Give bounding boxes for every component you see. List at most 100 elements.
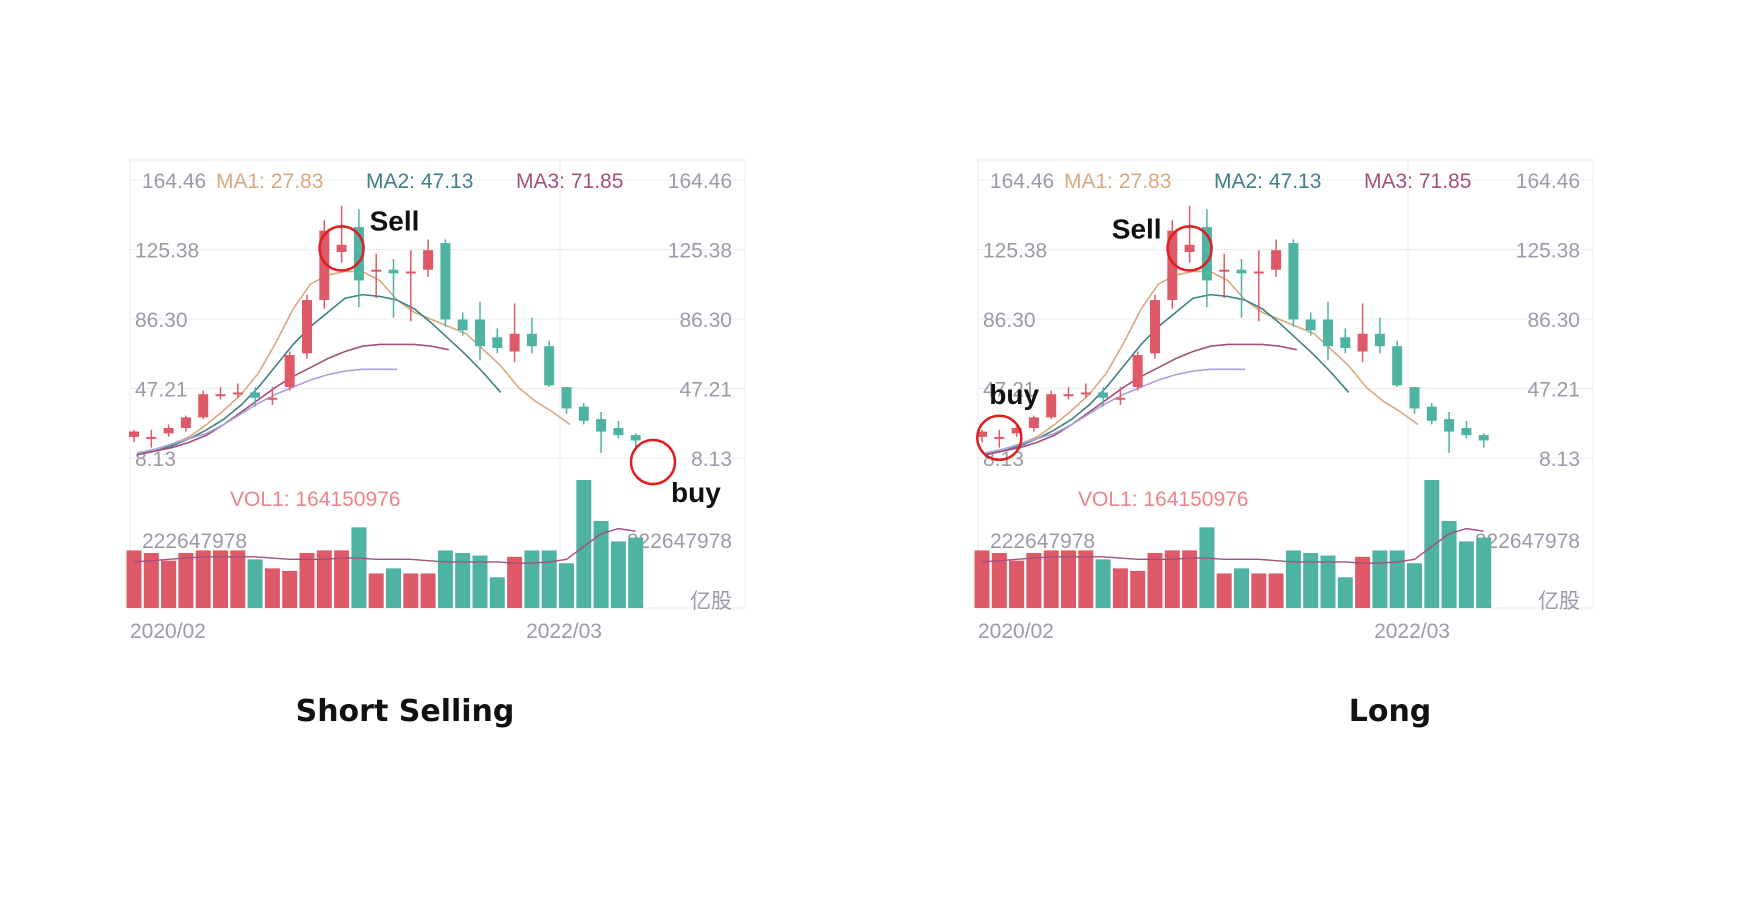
legend-ma1: MA1: 27.83 [1064, 170, 1171, 193]
marker-label-sell: Sell [370, 205, 420, 236]
candle-body [319, 230, 330, 300]
legend-top-value: 164.46 [990, 170, 1054, 193]
volume-max-label-left: 222647978 [990, 530, 1095, 553]
y-tick-label-right: 86.30 [679, 309, 732, 332]
candle-body [405, 271, 416, 274]
candle-body [284, 355, 295, 388]
candle-body [1219, 269, 1230, 272]
legend-ma2: MA2: 47.13 [366, 170, 473, 193]
volume-bar [178, 552, 194, 608]
candle-body [509, 333, 520, 352]
candle-body [1444, 419, 1455, 432]
volume-bar [1458, 541, 1474, 608]
volume-ma-line [133, 527, 636, 564]
candle-body [129, 431, 139, 437]
volume-bar [1424, 480, 1440, 608]
volume-bar [593, 520, 609, 608]
ma-line-ma1 [137, 270, 571, 456]
volume-bar [143, 552, 159, 608]
volume-bar [1199, 527, 1215, 608]
candle-body [1357, 333, 1368, 352]
y-tick-label-right: 47.21 [679, 379, 732, 402]
x-tick-label-start: 2020/02 [130, 620, 206, 643]
candle-body [526, 333, 537, 347]
volume-bar [1372, 550, 1388, 608]
legend-top-value: 164.46 [142, 170, 206, 193]
candle-body [1409, 387, 1420, 409]
legend-ma2: MA2: 47.13 [1214, 170, 1321, 193]
volume-bar [1389, 550, 1405, 608]
volume-bar [368, 573, 384, 608]
volume-bar [1043, 550, 1059, 608]
candle-body [146, 436, 157, 439]
legend-top-value-right: 164.46 [1516, 170, 1580, 193]
long-caption: Long [1348, 694, 1432, 729]
marker-label-buy: buy [989, 379, 1039, 410]
volume-bar [351, 527, 367, 608]
marker-label-buy: buy [671, 477, 721, 508]
x-tick-label-start: 2020/02 [978, 620, 1054, 643]
volume-bar [524, 550, 540, 608]
volume-bar [1095, 559, 1111, 608]
candle-body [1340, 337, 1351, 348]
candle-body [1080, 392, 1091, 395]
ma-line-ma4 [985, 368, 1245, 454]
candle-body [163, 428, 174, 434]
volume-max-label-left: 222647978 [142, 530, 247, 553]
x-tick-label-end: 2022/03 [1374, 620, 1450, 643]
candle-body [1288, 243, 1299, 320]
y-tick-label-left: 125.38 [983, 239, 1047, 262]
y-tick-label-left: 86.30 [135, 309, 188, 332]
candle-body [1478, 435, 1489, 441]
legend-ma3: MA3: 71.85 [1364, 170, 1471, 193]
volume-bar [1078, 550, 1094, 608]
candle-body [561, 387, 572, 409]
y-tick-label-right: 125.38 [668, 239, 732, 262]
volume-bar [576, 480, 592, 608]
volume-bar [1355, 556, 1371, 608]
legend-top-value-right: 164.46 [668, 170, 732, 193]
ma-line-ma2 [137, 293, 502, 456]
candle-body [267, 397, 278, 400]
volume-bar [1285, 550, 1301, 608]
volume-bar [1112, 568, 1128, 608]
candle-body [475, 319, 485, 347]
volume-bar [1026, 552, 1042, 608]
y-tick-label-right: 8.13 [691, 448, 732, 471]
volume-bar [489, 577, 505, 608]
volume-bar [1303, 552, 1319, 608]
volume-bar [1407, 563, 1422, 608]
candle-body [215, 394, 226, 397]
candle-body [492, 337, 503, 348]
volume-bar [161, 560, 177, 608]
volume-bar [1061, 550, 1076, 608]
marker-circle-buy [976, 414, 1023, 462]
ma-line-ma4 [137, 368, 397, 454]
legend-ma1: MA1: 27.83 [216, 170, 323, 193]
candle-body [440, 243, 451, 320]
volume-bar [316, 550, 332, 608]
volume-bar [403, 573, 419, 608]
ma-line-ma1 [985, 270, 1419, 456]
y-tick-label-left: 86.30 [983, 309, 1036, 332]
volume-bar [264, 568, 280, 608]
volume-bar [1234, 568, 1249, 608]
candle-body [1028, 417, 1039, 429]
candle-body [613, 428, 624, 436]
volume-bar [472, 555, 488, 608]
candle-body [353, 227, 364, 281]
short-selling-caption: Short Selling [295, 694, 515, 729]
candle-body [1392, 346, 1403, 386]
volume-bar [1130, 570, 1146, 608]
volume-bar [1251, 573, 1267, 608]
volume-bar [437, 550, 453, 608]
candle-body [1098, 392, 1109, 398]
candle-body [1011, 428, 1022, 434]
volume-bar [213, 550, 228, 608]
volume-ma-line [981, 527, 1484, 564]
marker-circle-sell [318, 225, 365, 272]
volume-max-label-right: 222647978 [1475, 530, 1580, 553]
candle-body [1461, 428, 1472, 436]
